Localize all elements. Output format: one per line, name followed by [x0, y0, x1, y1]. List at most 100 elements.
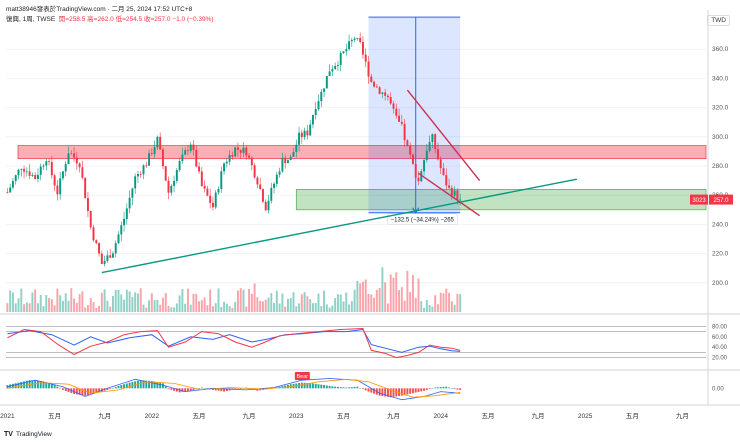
x-tick-label: 九月	[531, 411, 544, 420]
x-tick-label: 2025	[578, 413, 593, 420]
candle-body	[386, 95, 389, 98]
macd-histogram-bar	[45, 382, 48, 389]
macd-histogram-bar	[95, 388, 98, 394]
candle-body	[178, 161, 181, 171]
macd-histogram-bar	[39, 380, 42, 389]
volume-bar	[78, 294, 81, 312]
candle-body	[25, 171, 28, 173]
volume-bar	[323, 290, 326, 312]
oscillator-pane: 20.00 40.00 60.00 80.00	[6, 324, 728, 362]
volume-bar	[456, 293, 459, 312]
macd-histogram-bar	[361, 388, 364, 390]
macd-histogram-bar	[200, 387, 203, 389]
volume-bar	[175, 303, 178, 312]
macd-histogram-bar	[350, 387, 353, 389]
volume-bar	[170, 307, 173, 312]
volume-bar	[253, 283, 256, 312]
volume-bar	[92, 302, 95, 312]
datetime-text: 二月 25, 2024 17:52 UTC+8	[111, 6, 193, 13]
measure-label: −132.5 (−34.24%) −265	[391, 218, 455, 224]
volume-bar	[128, 291, 131, 312]
osc-tick-label: 60.00	[712, 335, 728, 341]
candle-body	[417, 177, 420, 182]
candle-body	[350, 39, 353, 42]
candle-body	[150, 153, 153, 155]
candle-body	[203, 185, 206, 189]
candle-body	[92, 227, 95, 241]
candle-body	[459, 199, 462, 201]
candle-body	[31, 174, 34, 176]
volume-bar	[84, 307, 87, 312]
macd-histogram-bar	[436, 387, 439, 389]
volume-bar	[317, 293, 320, 312]
candle-body	[56, 185, 59, 195]
volume-bar	[234, 301, 237, 312]
price-tick-label: 300.0	[712, 134, 729, 141]
volume-bar	[153, 300, 156, 312]
macd-histogram-bar	[148, 380, 151, 389]
high-value: 262.0	[97, 16, 114, 23]
macd-histogram-bar	[289, 384, 292, 389]
candle-body	[395, 108, 398, 116]
candle-body	[117, 234, 120, 244]
macd-histogram-bar	[59, 388, 62, 389]
candle-body	[156, 136, 159, 148]
wedge-lower-line	[418, 172, 481, 217]
candle-body	[248, 155, 251, 158]
macd-histogram-bar	[320, 384, 323, 389]
volume-bar	[89, 298, 92, 312]
volume-bar	[425, 299, 428, 312]
candle-body	[61, 171, 64, 179]
macd-histogram-bar	[356, 386, 359, 389]
candle-body	[439, 159, 442, 169]
macd-histogram-bar	[336, 386, 339, 389]
candle-body	[59, 178, 62, 195]
candle-body	[234, 147, 237, 157]
candle-body	[317, 101, 320, 110]
candle-body	[378, 87, 381, 94]
x-tick-label: 五月	[337, 412, 350, 420]
volume-bar	[28, 303, 31, 312]
macd-histogram-bar	[411, 388, 414, 394]
volume-bar	[25, 302, 28, 312]
macd-histogram-bar	[323, 385, 326, 389]
candle-body	[384, 92, 387, 96]
volume-bar	[86, 305, 89, 312]
macd-histogram-bar	[434, 387, 437, 389]
candle-body	[356, 37, 359, 39]
volume-bar	[275, 290, 278, 312]
candle-body	[164, 166, 167, 181]
x-tick-label: 九月	[98, 411, 111, 420]
tradingview-logo[interactable]: TV TradingView	[4, 431, 52, 438]
macd-histogram-bar	[175, 388, 178, 392]
volume-bar	[334, 298, 337, 312]
candle-body	[206, 188, 209, 196]
macd-histogram-bar	[23, 381, 26, 389]
exchange-text: TWSE	[36, 16, 56, 23]
volume-bar	[161, 297, 164, 312]
volume-bar	[373, 297, 376, 312]
candle-body	[286, 160, 289, 164]
candle-body	[253, 165, 256, 178]
volume-bar	[139, 288, 142, 312]
volume-bar	[142, 304, 145, 312]
macd-histogram-bar	[6, 385, 9, 389]
macd-histogram-bar	[186, 388, 189, 392]
volume-bar	[392, 277, 395, 312]
x-tick-label: 五月	[626, 412, 639, 420]
volume-bar	[17, 298, 20, 312]
volume-bar	[6, 303, 9, 312]
volume-bar	[292, 292, 295, 312]
volume-bar	[386, 303, 389, 312]
macd-histogram-bar	[373, 388, 376, 394]
macd-histogram-bar	[303, 382, 306, 389]
macd-histogram-bar	[56, 386, 59, 389]
candle-body	[192, 144, 195, 150]
candle-body	[392, 103, 395, 109]
candle-body	[186, 150, 189, 152]
macd-histogram-bar	[345, 387, 348, 389]
volume-bar	[339, 294, 342, 312]
candle-body	[409, 145, 412, 155]
change-text: −1.0 (−0.39%)	[172, 16, 214, 23]
